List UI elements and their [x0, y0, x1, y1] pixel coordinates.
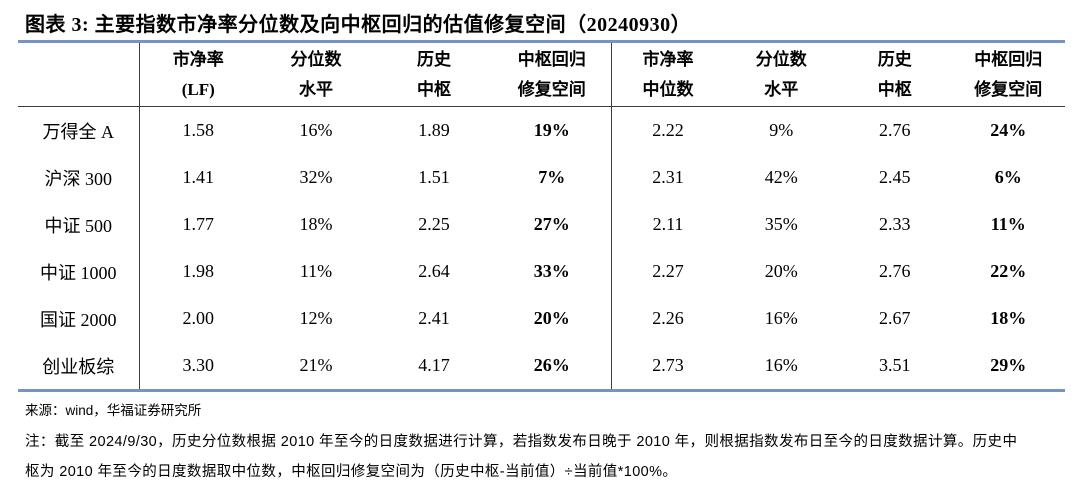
header-line: 分位数 — [290, 49, 342, 69]
row-label: 国证 2000 — [18, 295, 140, 342]
header-cell-percentile-left: 分位数 水平 — [257, 41, 375, 107]
cell: 27% — [493, 201, 612, 248]
cell: 18% — [299, 214, 333, 234]
cell: 6% — [994, 167, 1022, 187]
header-line: 分位数 — [755, 49, 807, 69]
cell: 2.73 — [652, 355, 684, 375]
cell: 20% — [764, 261, 798, 281]
cell: 9% — [769, 120, 794, 140]
cell: 11% — [299, 261, 333, 281]
cell: 24% — [990, 120, 1027, 140]
cell: 7% — [493, 154, 612, 201]
row-label: 中证 500 — [18, 201, 140, 248]
table-row: 万得全 A 1.58 16% 1.89 19% 2.22 9% 2.76 24% — [18, 106, 1065, 154]
row-label: 万得全 A — [18, 106, 140, 154]
table-row: 中证 500 1.77 18% 2.25 27% 2.11 35% 2.33 1… — [18, 201, 1065, 248]
figure-title: 图表 3: 主要指数市净率分位数及向中枢回归的估值修复空间（20240930） — [25, 14, 692, 36]
table-row: 国证 2000 2.00 12% 2.41 20% 2.26 16% 2.67 … — [18, 295, 1065, 342]
header-cell-repair-space-left: 中枢回归 修复空间 — [493, 41, 612, 107]
row-label: 创业板综 — [18, 342, 140, 391]
header-line: 市净率 — [172, 49, 224, 69]
cell: 18% — [990, 308, 1027, 328]
cell: 11% — [990, 214, 1026, 234]
cell: 3.51 — [879, 355, 911, 375]
cell: 16% — [764, 355, 798, 375]
header-line: 历史 — [417, 49, 451, 69]
header-cell-index — [18, 41, 140, 107]
header-cell-pb-median: 市净率 中位数 — [611, 41, 725, 107]
header-line: 修复空间 — [517, 79, 586, 99]
header-line: 中位数 — [642, 79, 694, 99]
cell: 1.98 — [182, 261, 215, 281]
valuation-table: 市净率 (LF) 分位数 水平 历史 中枢 中枢回归 修复空间 市净率 中位 — [18, 40, 1065, 392]
cell: 21% — [299, 355, 333, 375]
header-line: 历史 — [877, 49, 912, 69]
table-row: 沪深 300 1.41 32% 1.51 7% 2.31 42% 2.45 6% — [18, 154, 1065, 201]
cell: 2.22 — [652, 120, 684, 140]
cell: 2.45 — [879, 167, 911, 187]
cell: 2.67 — [879, 308, 911, 328]
cell: 3.30 — [182, 355, 215, 375]
footnote-line-1: 注：截至 2024/9/30，历史分位数根据 2010 年至今的日度数据进行计算… — [25, 434, 1018, 450]
cell: 1.41 — [182, 167, 215, 187]
cell: 2.33 — [879, 214, 911, 234]
cell: 33% — [493, 248, 612, 295]
header-line: 中枢 — [877, 79, 912, 99]
cell: 2.00 — [182, 308, 215, 328]
cell: 12% — [299, 308, 333, 328]
header-line: 中枢回归 — [517, 49, 586, 69]
cell: 2.11 — [652, 214, 684, 234]
header-cell-percentile-right: 分位数 水平 — [724, 41, 838, 107]
header-cell-hist-center-right: 历史 中枢 — [838, 41, 952, 107]
cell: 2.76 — [879, 120, 911, 140]
header-cell-hist-center-left: 历史 中枢 — [375, 41, 493, 107]
cell: 2.27 — [652, 261, 684, 281]
cell: 2.64 — [418, 261, 450, 281]
cell: 1.77 — [182, 214, 215, 234]
header-line: (LF) — [181, 79, 215, 99]
cell: 2.25 — [418, 214, 450, 234]
cell: 19% — [493, 106, 612, 154]
header-line: 中枢回归 — [974, 49, 1043, 69]
cell: 16% — [764, 308, 798, 328]
cell: 32% — [299, 167, 333, 187]
cell: 4.17 — [418, 355, 450, 375]
cell: 22% — [990, 261, 1027, 281]
source-note: 来源：wind，华福证券研究所 — [25, 403, 202, 418]
row-label: 中证 1000 — [18, 248, 140, 295]
table-row: 创业板综 3.30 21% 4.17 26% 2.73 16% 3.51 29% — [18, 342, 1065, 391]
cell: 2.26 — [652, 308, 684, 328]
header-line: 中枢 — [417, 79, 451, 99]
cell: 20% — [493, 295, 612, 342]
cell: 1.51 — [418, 167, 450, 187]
cell: 42% — [764, 167, 798, 187]
cell: 35% — [764, 214, 798, 234]
header-cell-repair-space-right: 中枢回归 修复空间 — [951, 41, 1065, 107]
header-line: 水平 — [299, 79, 333, 99]
cell: 2.31 — [652, 167, 684, 187]
row-label: 沪深 300 — [18, 154, 140, 201]
header-line: 市净率 — [642, 49, 694, 69]
footnote-line-2: 枢为 2010 年至今的日度数据取中位数，中枢回归修复空间为（历史中枢-当前值）… — [25, 464, 678, 480]
header-line: 修复空间 — [974, 79, 1043, 99]
cell: 26% — [493, 342, 612, 391]
cell: 2.41 — [418, 308, 450, 328]
cell: 29% — [990, 355, 1027, 375]
table-header-row: 市净率 (LF) 分位数 水平 历史 中枢 中枢回归 修复空间 市净率 中位 — [18, 41, 1065, 107]
cell: 2.76 — [879, 261, 911, 281]
cell: 16% — [299, 120, 333, 140]
table-row: 中证 1000 1.98 11% 2.64 33% 2.27 20% 2.76 … — [18, 248, 1065, 295]
cell: 1.89 — [418, 120, 450, 140]
cell: 1.58 — [182, 120, 215, 140]
header-line: 水平 — [764, 79, 799, 99]
header-cell-pb-lf: 市净率 (LF) — [139, 41, 257, 107]
